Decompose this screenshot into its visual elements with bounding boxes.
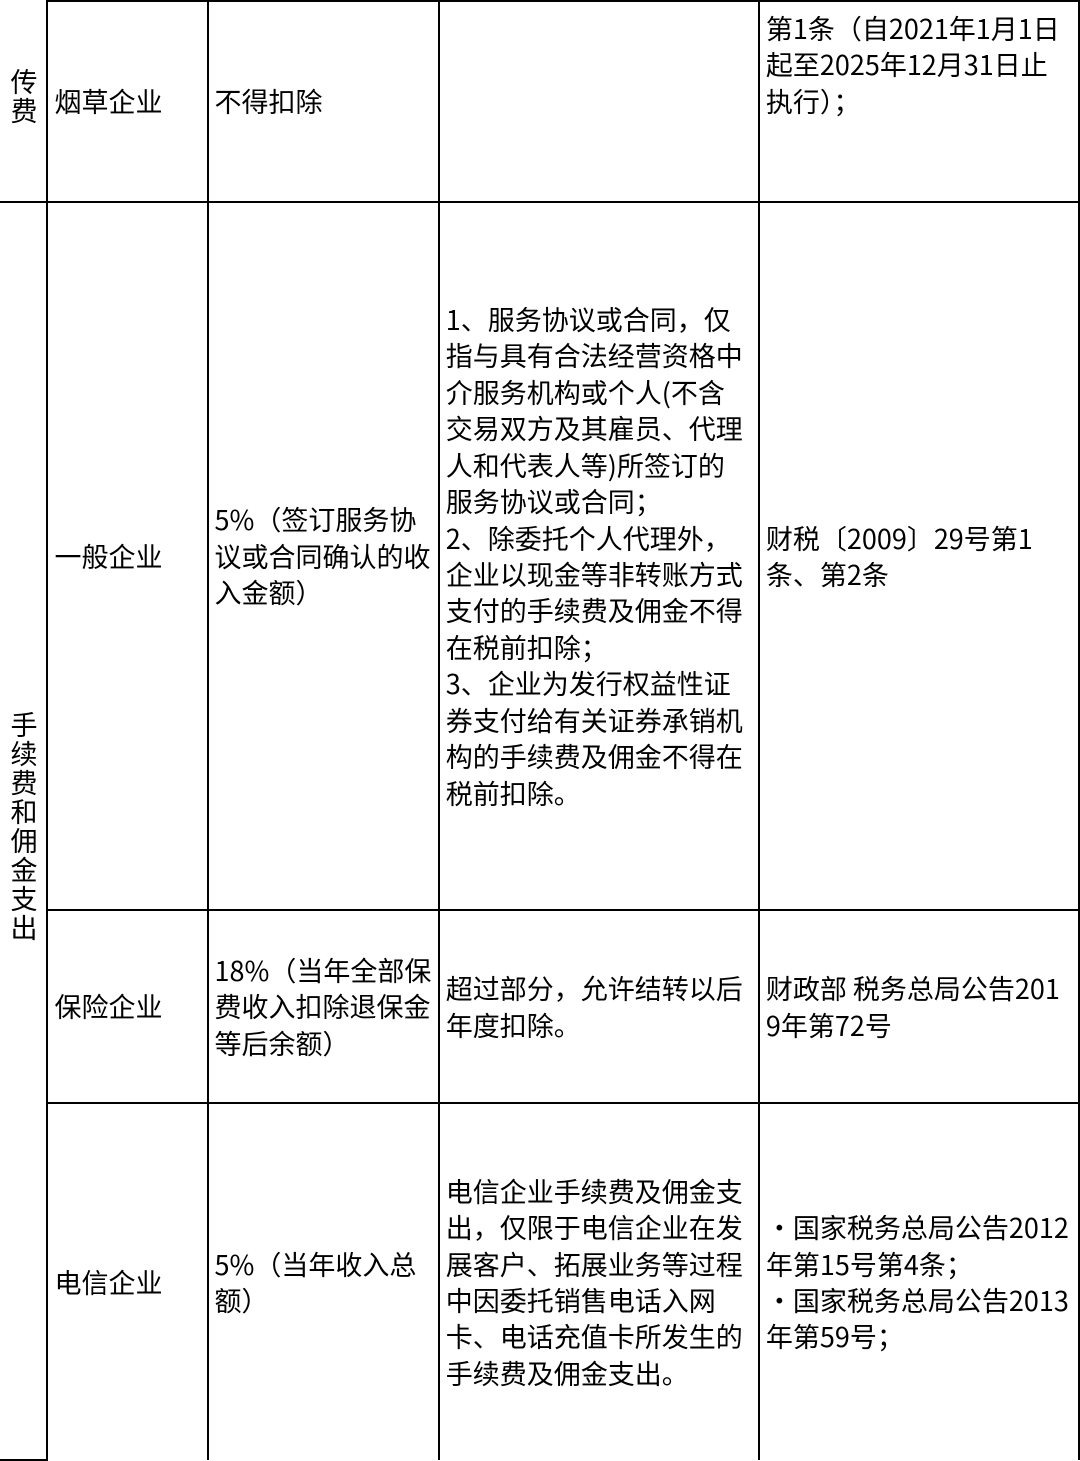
page: 传费 烟草企业 不得扣除 第1条（自2021年1月1日起至2025年12月31日…	[0, 0, 1080, 1461]
cell-limit: 5%（签订服务协议或合同确认的收入金额）	[208, 202, 439, 910]
cell-enterprise-type: 电信企业	[47, 1103, 207, 1460]
cell-limit: 不得扣除	[208, 1, 439, 202]
cell-basis: ·国家税务总局公告2012年第15号第4条； ·国家税务总局公告2013年第59…	[759, 1103, 1079, 1460]
cell-limit: 5%（当年收入总额）	[208, 1103, 439, 1460]
cell-basis: 第1条（自2021年1月1日起至2025年12月31日止执行）；	[759, 1, 1079, 202]
cell-enterprise-type: 烟草企业	[47, 1, 207, 202]
cell-enterprise-type: 一般企业	[47, 202, 207, 910]
cell-basis: 财政部 税务总局公告2019年第72号	[759, 910, 1079, 1103]
table-row: 传费 烟草企业 不得扣除 第1条（自2021年1月1日起至2025年12月31日…	[0, 1, 1079, 202]
rowgroup-label-text: 传费	[5, 68, 41, 126]
cell-enterprise-type: 保险企业	[47, 910, 207, 1103]
rowgroup-label: 手续费和佣金支出	[0, 202, 47, 1460]
cell-limit: 18%（当年全部保费收入扣除退保金等后余额）	[208, 910, 439, 1103]
table-row: 手续费和佣金支出 一般企业 5%（签订服务协议或合同确认的收入金额） 1、服务协…	[0, 202, 1079, 910]
rowgroup-label: 传费	[0, 1, 47, 202]
cell-basis: 财税〔2009〕29号第1条、第2条	[759, 202, 1079, 910]
cell-notes: 1、服务协议或合同，仅指与具有合法经营资格中介服务机构或个人(不含交易双方及其雇…	[439, 202, 759, 910]
cell-notes	[439, 1, 759, 202]
table-row: 保险企业 18%（当年全部保费收入扣除退保金等后余额） 超过部分，允许结转以后年…	[0, 910, 1079, 1103]
cell-notes: 超过部分，允许结转以后年度扣除。	[439, 910, 759, 1103]
rowgroup-label-text: 手续费和佣金支出	[5, 711, 41, 943]
policy-table: 传费 烟草企业 不得扣除 第1条（自2021年1月1日起至2025年12月31日…	[0, 0, 1080, 1461]
cell-notes: 电信企业手续费及佣金支出，仅限于电信企业在发展客户、拓展业务等过程中因委托销售电…	[439, 1103, 759, 1460]
table-row: 电信企业 5%（当年收入总额） 电信企业手续费及佣金支出，仅限于电信企业在发展客…	[0, 1103, 1079, 1460]
